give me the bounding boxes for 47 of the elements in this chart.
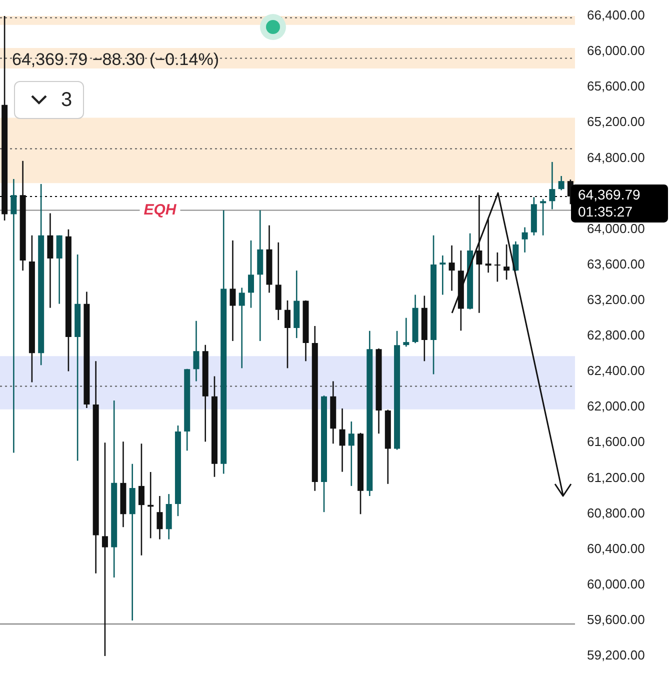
candlestick	[522, 226, 528, 254]
candlestick	[238, 287, 245, 369]
candlestick	[485, 218, 492, 274]
text: 64,369.79 −88.30 (−0.14%)	[12, 50, 219, 70]
y-tick-label: 65,600.00	[587, 78, 645, 94]
candlestick	[549, 161, 556, 210]
candlestick	[448, 244, 455, 292]
y-tick-label: 62,800.00	[587, 328, 645, 343]
text: 01:35:27	[578, 203, 633, 220]
ref-line-label: 64,369.79	[578, 186, 640, 202]
candlestick	[47, 212, 54, 308]
y-tick-label: 59,200.00	[587, 648, 645, 663]
y-tick-label: 63,200.00	[587, 292, 645, 308]
y-tick-label: 61,600.00	[587, 434, 645, 450]
candlestick	[403, 317, 410, 348]
y-tick-label: 65,200.00	[587, 114, 645, 130]
ref-line-label: EQH	[144, 201, 178, 218]
candlestick	[348, 420, 354, 487]
y-tick-label: 62,400.00	[587, 363, 645, 378]
y-tick-label: 63,600.00	[587, 256, 645, 272]
y-tick-label: 60,400.00	[587, 540, 645, 556]
y-tick-label: 60,000.00	[587, 576, 645, 592]
candlestick	[248, 240, 254, 308]
y-tick-label: 64,800.00	[587, 150, 645, 165]
annotation: 3	[61, 88, 72, 112]
candlestick	[156, 495, 163, 540]
y-tick-label: 62,000.00	[587, 398, 645, 414]
y-tick-label: 66,000.00	[587, 43, 645, 58]
candlestick	[440, 254, 446, 296]
y-tick-label: 66,400.00	[587, 8, 645, 23]
candlestick	[339, 408, 346, 472]
candlestick	[56, 234, 62, 304]
candlestick	[230, 240, 236, 342]
candlestick	[138, 442, 144, 556]
y-tick-label: 64,000.00	[587, 220, 645, 236]
candlestick	[558, 175, 564, 191]
y-tick-label: 59,600.00	[587, 612, 645, 628]
y-tick-label: 61,200.00	[587, 470, 645, 485]
candlestick	[504, 244, 510, 280]
candlestick	[476, 194, 482, 314]
candlestick	[540, 198, 546, 236]
candlestick	[102, 442, 108, 657]
candlestick	[494, 252, 500, 282]
candlestick	[10, 178, 17, 454]
candlestick	[193, 320, 200, 382]
candlestick	[284, 300, 290, 369]
y-tick-label: 60,800.00	[587, 505, 645, 520]
